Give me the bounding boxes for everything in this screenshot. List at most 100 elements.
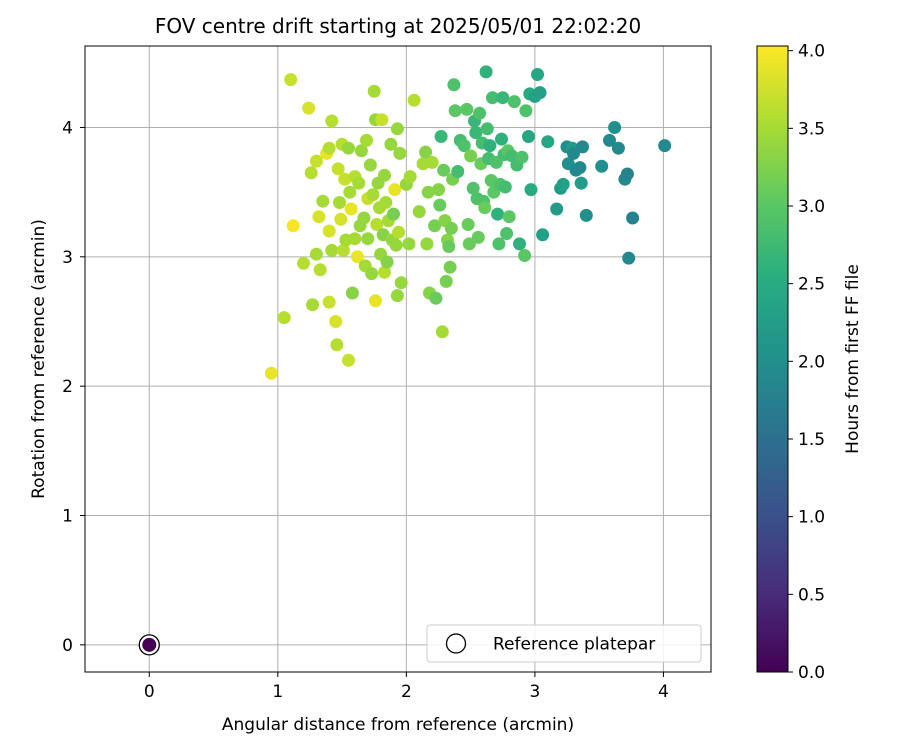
data-point [432,183,445,197]
data-point [306,298,319,312]
data-point [348,232,362,246]
data-point [515,150,529,164]
data-point [336,243,350,257]
legend: Reference platepar [426,624,702,663]
x-axis-ticks: 0 1 2 3 4 [144,672,669,702]
data-point [500,227,514,240]
colorbar-tick-label: 2.0 [798,352,825,372]
data-point [541,135,555,149]
data-point [451,165,465,178]
colorbar-tick-label: 3.5 [798,119,825,139]
data-point [370,218,384,231]
data-point [277,311,291,325]
data-point [524,183,538,197]
data-point [429,291,443,305]
legend-marker [445,633,467,654]
data-point [466,181,480,195]
y-axis-ticks: 0 1 2 3 4 [62,118,85,656]
data-point [313,263,327,277]
data-point [360,133,373,147]
data-point [439,274,453,288]
data-point [486,91,499,105]
data-point [389,238,403,252]
data-point [322,141,336,155]
data-point [322,295,336,309]
data-point [550,202,564,216]
data-point [342,353,355,367]
chart-title: FOV centre drift starting at 2025/05/01 … [155,14,641,38]
data-point [567,146,580,160]
data-point [352,176,366,190]
data-point [603,133,616,147]
data-point [595,159,609,173]
colorbar-tick-label: 1.0 [798,508,825,528]
data-point [519,104,533,118]
data-point [533,86,547,100]
data-point [419,145,433,159]
data-point [460,102,474,116]
colorbar-tick-label: 0.0 [798,663,825,683]
data-point [316,194,330,208]
data-point [437,163,451,177]
data-point [579,208,593,222]
data-point [351,250,364,264]
data-point [380,255,394,269]
data-point [433,198,447,212]
y-tick-label: 0 [62,636,73,656]
data-point [342,141,355,155]
data-point [302,101,316,115]
data-point [507,95,521,109]
data-point [361,232,375,246]
data-point [626,211,640,225]
colorbar-ticks: 0.0 0.5 1.0 1.5 2.0 2.5 3.0 3.5 4.0 [788,42,825,683]
colorbar: 0.0 0.5 1.0 1.5 2.0 2.5 3.0 3.5 4.0 Hours from f… [756,42,863,683]
data-point [480,122,494,136]
y-tick-label: 3 [62,248,73,268]
data-point [286,219,300,233]
data-point [473,106,487,120]
y-tick-label: 1 [62,507,73,527]
data-point [434,130,448,143]
data-point [464,149,478,163]
data-point [412,205,426,219]
data-point [390,289,404,303]
data-point [573,161,587,175]
data-point [365,267,379,281]
colorbar-gradient [756,45,789,673]
data-point [312,210,326,224]
data-point [329,315,343,328]
data-point [375,113,389,127]
data-point [384,137,398,151]
data-point [390,122,404,136]
data-point [658,139,672,153]
x-axis-label: Angular distance from reference (arcmin) [222,715,574,735]
data-point [344,202,358,216]
data-points [264,65,672,380]
data-point [469,126,483,140]
data-point [502,210,516,224]
data-point [483,139,497,153]
colorbar-tick-label: 3.0 [798,197,825,217]
data-point [393,146,407,160]
data-point [518,249,532,262]
data-point [330,338,344,352]
x-tick-label: 4 [658,682,669,702]
data-point [447,78,461,92]
colorbar-tick-label: 0.5 [798,585,825,605]
data-point [322,224,336,238]
data-point [325,243,339,257]
data-point [495,132,508,146]
data-point [420,237,434,251]
data-point [402,237,416,251]
data-point [574,176,588,190]
data-point [428,219,442,233]
data-point [264,366,278,380]
data-point [421,185,435,199]
data-point [478,201,492,215]
data-point [403,170,417,184]
data-point [392,225,406,239]
data-point [394,276,408,290]
data-point [448,104,462,118]
data-point [461,218,475,231]
